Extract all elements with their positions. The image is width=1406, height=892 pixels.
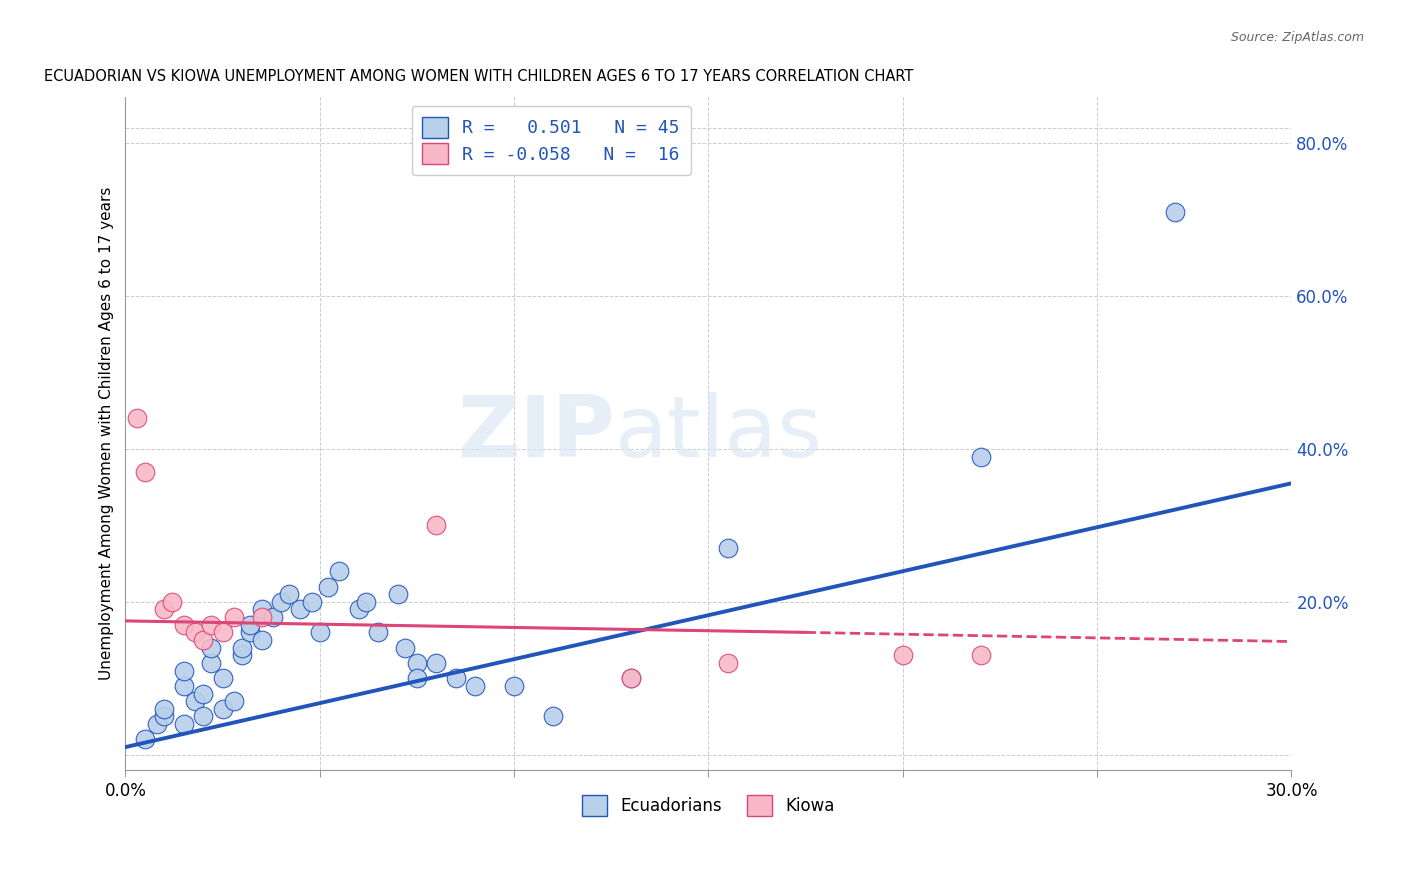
Point <box>969 450 991 464</box>
Point <box>301 595 323 609</box>
Point <box>620 671 643 685</box>
Text: ZIP: ZIP <box>457 392 616 475</box>
Point <box>193 633 215 648</box>
Point <box>891 648 914 663</box>
Point <box>184 694 207 708</box>
Point <box>406 671 429 685</box>
Point <box>200 640 222 655</box>
Point <box>160 595 183 609</box>
Point <box>134 465 156 479</box>
Point <box>239 617 262 632</box>
Point <box>224 694 246 708</box>
Point <box>231 640 253 655</box>
Point <box>224 610 246 624</box>
Point <box>406 656 429 670</box>
Point <box>969 648 991 663</box>
Text: atlas: atlas <box>616 392 823 475</box>
Legend: Ecuadorians, Kiowa: Ecuadorians, Kiowa <box>575 789 841 822</box>
Point <box>211 702 233 716</box>
Point <box>367 625 389 640</box>
Point <box>425 656 447 670</box>
Point <box>239 625 262 640</box>
Point <box>153 709 176 723</box>
Point <box>717 656 740 670</box>
Y-axis label: Unemployment Among Women with Children Ages 6 to 17 years: Unemployment Among Women with Children A… <box>100 187 114 681</box>
Point <box>173 717 195 731</box>
Point <box>464 679 486 693</box>
Point <box>153 702 176 716</box>
Point <box>145 717 167 731</box>
Point <box>127 411 149 425</box>
Point <box>134 732 156 747</box>
Point <box>193 709 215 723</box>
Point <box>173 664 195 678</box>
Point <box>277 587 299 601</box>
Point <box>328 564 350 578</box>
Point <box>503 679 526 693</box>
Point <box>200 617 222 632</box>
Point <box>387 587 409 601</box>
Point <box>620 671 643 685</box>
Point <box>717 541 740 556</box>
Point <box>211 671 233 685</box>
Point <box>270 595 292 609</box>
Point <box>250 633 273 648</box>
Point <box>173 679 195 693</box>
Point <box>211 625 233 640</box>
Point <box>250 602 273 616</box>
Point <box>541 709 564 723</box>
Point <box>347 602 370 616</box>
Point <box>425 518 447 533</box>
Point <box>308 625 330 640</box>
Point <box>394 640 416 655</box>
Text: Source: ZipAtlas.com: Source: ZipAtlas.com <box>1230 31 1364 45</box>
Point <box>316 580 339 594</box>
Point <box>290 602 312 616</box>
Point <box>153 602 176 616</box>
Point <box>231 648 253 663</box>
Text: ECUADORIAN VS KIOWA UNEMPLOYMENT AMONG WOMEN WITH CHILDREN AGES 6 TO 17 YEARS CO: ECUADORIAN VS KIOWA UNEMPLOYMENT AMONG W… <box>44 69 914 84</box>
Point <box>1164 205 1187 219</box>
Point <box>356 595 378 609</box>
Point <box>262 610 284 624</box>
Point <box>444 671 467 685</box>
Point <box>250 610 273 624</box>
Point <box>193 687 215 701</box>
Point <box>200 656 222 670</box>
Point <box>173 617 195 632</box>
Point <box>184 625 207 640</box>
